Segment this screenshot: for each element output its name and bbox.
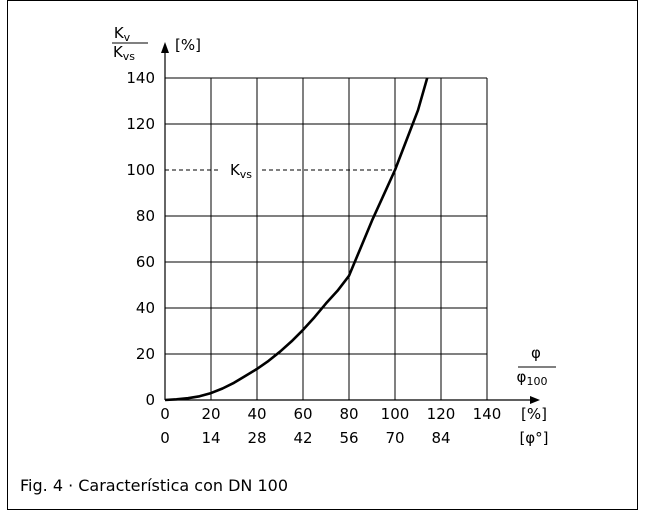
y-tick-label: 0 — [145, 391, 155, 409]
x-axis-label-denominator: φ100 — [517, 368, 548, 388]
x-unit-degrees: [φ°] — [519, 429, 548, 447]
x-tick-label-percent: 120 — [427, 405, 456, 423]
x-tick-label-percent: 80 — [339, 405, 358, 423]
figure-frame — [7, 0, 638, 510]
x-axis-label-numerator: φ — [531, 344, 541, 362]
y-axis-label-numerator: Kv — [114, 24, 131, 44]
y-axis-arrow — [161, 42, 169, 53]
x-tick-label-degrees: 70 — [385, 429, 404, 447]
x-tick-label-degrees: 0 — [160, 429, 170, 447]
y-axis-label-denominator: Kvs — [113, 43, 135, 63]
y-tick-label: 60 — [136, 253, 155, 271]
x-tick-label-percent: 140 — [473, 405, 502, 423]
x-tick-label-degrees: 42 — [293, 429, 312, 447]
x-tick-label-degrees: 56 — [339, 429, 358, 447]
y-tick-label: 120 — [126, 115, 155, 133]
series-line — [164, 77, 429, 402]
x-tick-label-degrees: 28 — [247, 429, 266, 447]
x-axis-arrow — [530, 396, 540, 404]
x-tick-label-degrees: 14 — [201, 429, 220, 447]
x-tick-label-degrees: 84 — [431, 429, 450, 447]
figure-caption: Fig. 4 · Característica con DN 100 — [20, 476, 289, 495]
y-tick-label: 100 — [126, 161, 155, 179]
x-tick-label-percent: 60 — [293, 405, 312, 423]
y-tick-label: 20 — [136, 345, 155, 363]
x-tick-label-percent: 0 — [160, 405, 170, 423]
y-tick-label: 140 — [126, 69, 155, 87]
x-unit-percent: [%] — [521, 405, 547, 423]
x-tick-label-percent: 100 — [381, 405, 410, 423]
x-tick-label-percent: 20 — [201, 405, 220, 423]
kvs-annotation-label: Kvs — [230, 161, 252, 181]
y-tick-label: 40 — [136, 299, 155, 317]
y-axis-unit: [%] — [175, 36, 201, 54]
x-tick-label-percent: 40 — [247, 405, 266, 423]
y-tick-label: 80 — [136, 207, 155, 225]
